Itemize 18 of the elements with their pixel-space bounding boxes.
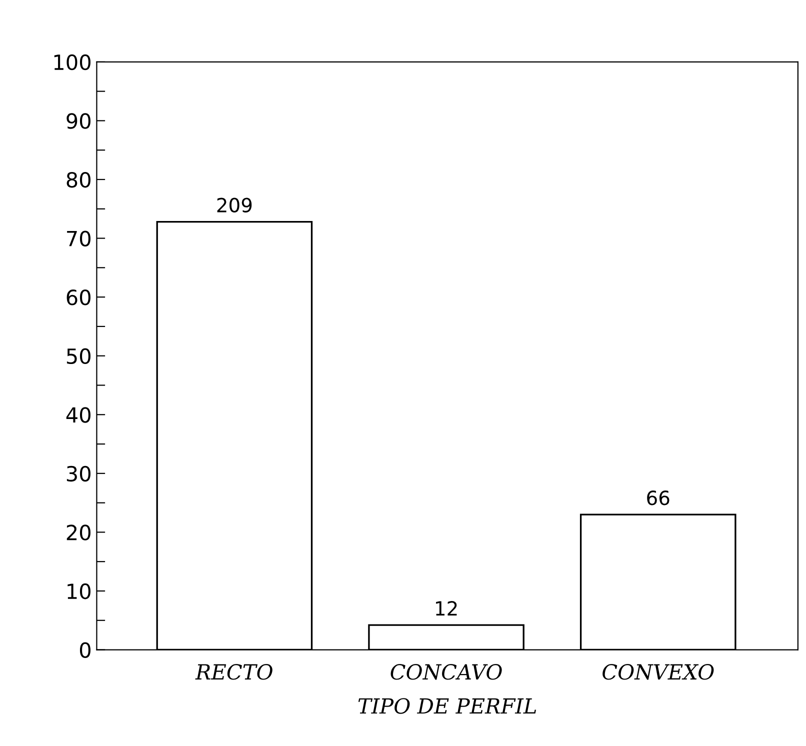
x-tick-label: CONCAVO <box>390 664 502 680</box>
y-tick-label: 10 <box>68 583 90 600</box>
y-tick-label: 40 <box>66 407 90 423</box>
y-tick-label: 90 <box>66 113 90 129</box>
y-tick-label: 100 <box>54 54 90 70</box>
x-axis-title: TIPO DE PERFIL <box>358 698 536 714</box>
x-tick-label: CONVEXO <box>602 664 714 680</box>
annotation: 66 <box>647 490 670 506</box>
annotation: 209 <box>217 198 252 212</box>
y-tick-label: 80 <box>66 172 90 188</box>
y-tick-label: 50 <box>66 348 90 364</box>
y-tick-label: 30 <box>66 466 90 482</box>
y-tick-label: 20 <box>66 524 90 540</box>
y-tick-label: 0 <box>80 642 90 658</box>
x-tick-label: RECTO <box>195 664 272 680</box>
annotation: 12 <box>436 601 457 616</box>
y-tick-label: 70 <box>67 230 90 246</box>
y-tick-label: 60 <box>66 290 90 306</box>
